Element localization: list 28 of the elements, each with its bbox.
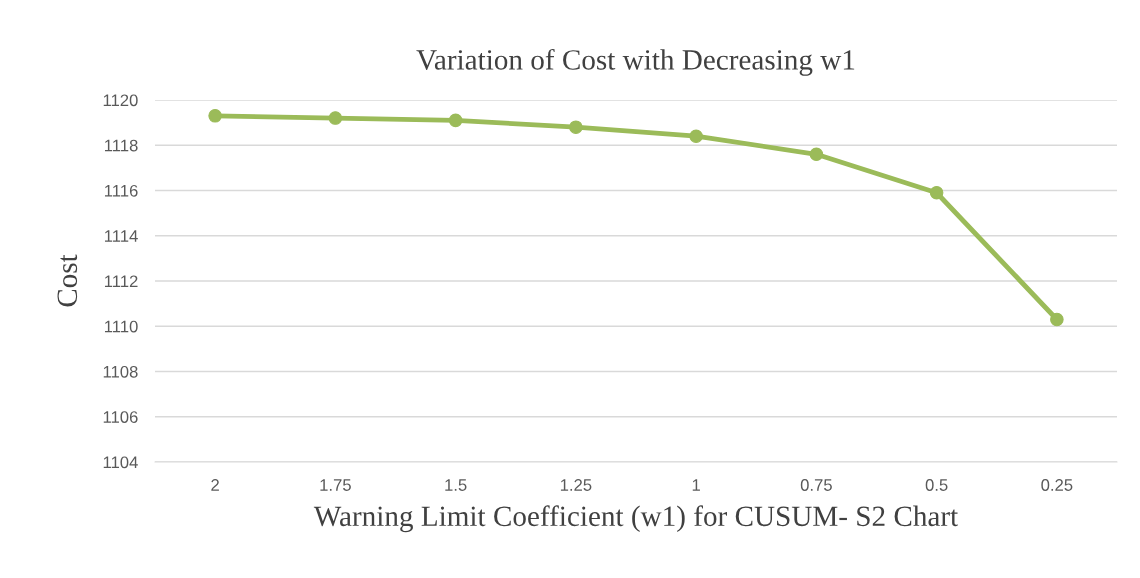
point [448, 113, 463, 128]
point [328, 111, 343, 125]
x-tick-label: 1.75 [320, 479, 351, 491]
x-tick-label: 2 [211, 479, 219, 491]
point [689, 129, 703, 143]
y-tick-label: 1110 [104, 320, 138, 333]
x-tick-label: 0.75 [800, 479, 832, 491]
chart-title: Variation of Cost with Decreasing w1 [416, 48, 855, 76]
y-tick-label: 1114 [104, 230, 138, 242]
point [569, 120, 583, 134]
x-tick-label: 1 [692, 479, 700, 491]
y-axis-title: Cost [57, 254, 78, 307]
x-axis-title: Warning Limit Coefficient (w1) for CUSUM- S2 Chart [313, 505, 959, 533]
x-tick-label: 0.5 [925, 479, 948, 491]
y-tick-label: 1120 [103, 94, 138, 107]
x-tick-label: 1.25 [560, 479, 592, 491]
point [1050, 312, 1064, 327]
y-tick-label: 1116 [104, 184, 138, 197]
y-tick-label: 1118 [104, 139, 138, 152]
y-tick-label: 1106 [103, 411, 138, 423]
x-tick-label: 1.5 [445, 479, 467, 491]
point [809, 147, 824, 162]
y-tick-label: 1108 [103, 365, 138, 378]
point [208, 109, 222, 123]
point [929, 185, 944, 200]
x-tick-label: 0.25 [1041, 479, 1073, 491]
y-tick-label: 1112 [104, 275, 138, 288]
y-tick-label: 1104 [103, 456, 138, 469]
